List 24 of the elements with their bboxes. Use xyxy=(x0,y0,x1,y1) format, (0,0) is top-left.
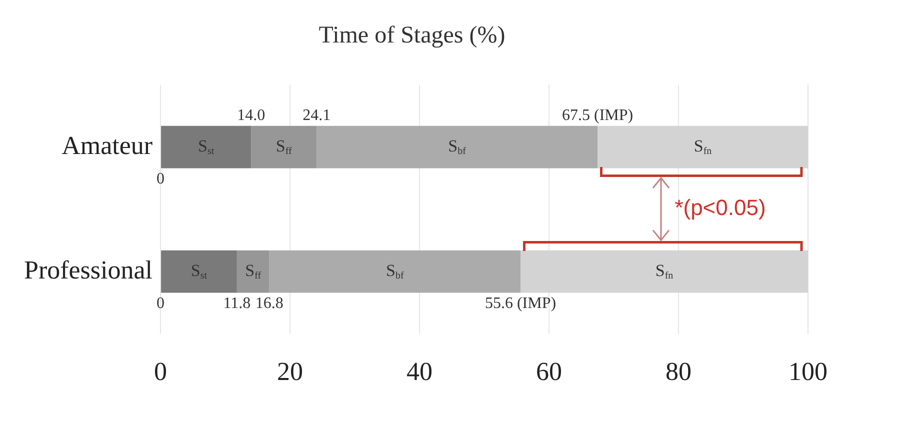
bar xyxy=(236,250,270,293)
bar xyxy=(161,126,252,168)
x-tick-label: 0 xyxy=(154,357,168,386)
annotation: 0 xyxy=(156,170,165,188)
y-tick-label: Professional xyxy=(24,255,153,284)
y-tick-label: Amateur xyxy=(62,130,153,160)
annotation: 14.0 xyxy=(237,107,266,124)
annotation: 0 xyxy=(156,294,165,312)
x-tick-label: 100 xyxy=(788,357,828,386)
x-tick-label: 20 xyxy=(277,357,304,386)
annotation: 11.8 xyxy=(223,294,251,312)
annotation: 24.1 xyxy=(302,107,331,124)
x-tick-label: 40 xyxy=(406,357,433,386)
annotation: *(p<0.05) xyxy=(674,195,766,222)
x-tick-label: 60 xyxy=(536,357,562,386)
bar xyxy=(251,126,317,168)
annotation: 67.5 (IMP) xyxy=(562,107,634,124)
annotation: 55.6 (IMP) xyxy=(484,294,556,312)
annotation: 16.8 xyxy=(255,294,284,312)
bar xyxy=(316,126,598,168)
bar xyxy=(161,250,237,293)
x-tick-label: 80 xyxy=(666,357,692,386)
bar xyxy=(269,250,521,293)
chart-title: Time of Stages (%) xyxy=(318,22,506,49)
